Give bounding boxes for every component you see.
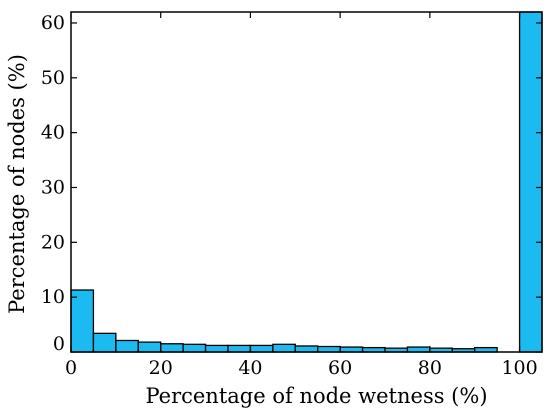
- bar-0: [70, 289, 95, 353]
- y-tick-label-0: 0: [53, 333, 65, 355]
- x-tick-label-40: 40: [238, 357, 262, 379]
- y-tick-label-10: 10: [41, 286, 65, 308]
- bar-55: [317, 345, 341, 353]
- bar-15: [137, 341, 162, 353]
- ticks-group: 0 20 40 60 80 100 0 10 20 30 40 50 60: [41, 12, 542, 379]
- y-axis-label: Percentage of nodes (%): [5, 54, 29, 314]
- bar-25: [182, 343, 207, 353]
- y-tick-label-30: 30: [41, 176, 65, 198]
- y-tick-label-20: 20: [41, 231, 65, 253]
- y-tick-label-40: 40: [41, 122, 65, 144]
- x-tick-label-60: 60: [328, 357, 352, 379]
- y-tick-label-50: 50: [41, 67, 65, 89]
- x-axis-label: Percentage of node wetness (%): [145, 384, 487, 408]
- plot-frame: [70, 11, 543, 353]
- bar-100: [518, 11, 543, 353]
- bars-group: [70, 11, 543, 353]
- bar-20: [160, 343, 184, 353]
- bar-5: [92, 332, 117, 353]
- y-tick-label-60: 60: [41, 12, 65, 34]
- x-tick-label-20: 20: [149, 357, 173, 379]
- bar-45: [272, 343, 296, 353]
- bar-10: [115, 339, 139, 353]
- bar-30: [204, 344, 229, 353]
- x-tick-label-0: 0: [65, 357, 77, 379]
- bar-50: [294, 345, 319, 353]
- bar-35: [227, 344, 252, 353]
- x-tick-label-80: 80: [418, 357, 442, 379]
- bar-40: [249, 344, 274, 353]
- x-tick-label-100: 100: [501, 357, 537, 379]
